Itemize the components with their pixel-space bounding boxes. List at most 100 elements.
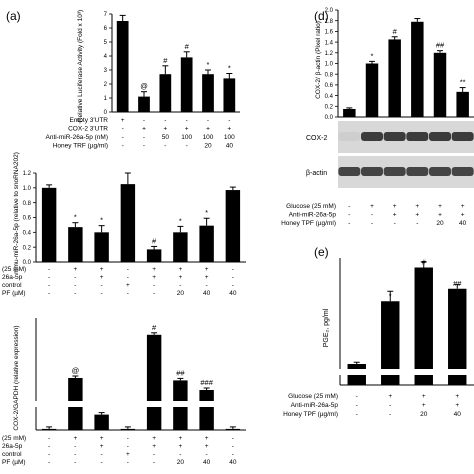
panel-b-row-label: (25 mM) — [2, 266, 26, 273]
panel-b-row-cell: + — [152, 274, 156, 281]
panel-e-row-cell: - — [389, 411, 391, 418]
panel-e-row-cell: 40 — [454, 411, 462, 418]
panel-b-row-cell: + — [73, 266, 77, 273]
panel-c-row-cell: - — [153, 451, 155, 458]
panel-a-row-cell: 100 — [203, 134, 214, 141]
panel-d-row-cell: 20 — [436, 220, 444, 227]
panel-b-bar — [199, 225, 214, 262]
panel-d-ytick-label: 1.6 — [325, 30, 334, 36]
panel-d-significance-marker: # — [393, 27, 398, 36]
panel-d-blot-band — [451, 167, 474, 176]
panel-c-row-cell: - — [74, 451, 76, 458]
panel-a-significance-marker: # — [185, 42, 190, 51]
panel-d-row-cell: + — [393, 212, 397, 219]
panel-e-row-label: Anti-miR-26a-5p — [291, 402, 339, 409]
panel-e-row-cell: - — [356, 402, 358, 409]
panel-b-row-cell: + — [152, 266, 156, 273]
panel-b-row-cell: - — [179, 282, 181, 289]
panel-b-row-cell: + — [205, 274, 209, 281]
panel-b-bar — [225, 190, 241, 262]
panel-b-significance-marker: * — [179, 216, 182, 225]
panel-c-significance-marker: ## — [176, 368, 185, 377]
panel-b-row-cell: - — [206, 282, 208, 289]
panel-a-significance-marker: # — [163, 56, 168, 65]
panel-a-row-cell: 100 — [224, 134, 235, 141]
panel-d-row-cell: - — [348, 203, 350, 210]
panel-d-ytick-label: 1.4 — [325, 40, 334, 46]
panel-e-row-cell: + — [422, 402, 426, 409]
panel-a-row-cell: - — [164, 143, 166, 150]
panel-b-row-cell: - — [48, 266, 50, 273]
panel-b-row-cell: - — [127, 274, 129, 281]
panel-d-blot-band — [338, 167, 361, 176]
panel-d-bar — [411, 21, 424, 117]
panel-d-row-cell: + — [438, 203, 442, 210]
panel-a-row-cell: - — [122, 126, 124, 133]
panel-b-row-cell: - — [127, 266, 129, 273]
panel-a-significance-marker: * — [207, 60, 210, 69]
panel-c-row-cell: - — [101, 459, 103, 466]
panel-a-row-label: Empty 3'UTR — [70, 117, 109, 124]
panel-e-bar — [448, 288, 467, 385]
panel-a-row-cell: 40 — [226, 143, 234, 150]
panel-b-significance-marker: * — [205, 208, 208, 217]
panel-c-row-cell: + — [100, 443, 104, 450]
panel-c-bar — [41, 428, 57, 430]
panel-e-row-cell: + — [388, 393, 392, 400]
panel-b-row-cell: - — [232, 274, 234, 281]
panel-a-row-cell: 50 — [162, 134, 170, 141]
panel-a-ytick-label: 6 — [104, 26, 108, 32]
panel-d-row-cell: + — [461, 203, 465, 210]
panel-d-ylabel: COX-2/ β-actin (Pixel ratio) — [315, 21, 322, 99]
panel-c-row-cell: - — [179, 451, 181, 458]
panel-d-blot-band — [361, 132, 383, 141]
panel-b-row-cell: + — [178, 274, 182, 281]
panel-b-row-cell: 40 — [203, 290, 211, 297]
panel-d-bar — [343, 108, 356, 117]
panel-e-row-cell: - — [356, 393, 358, 400]
panel-a-row-cell: - — [207, 117, 209, 124]
panel-d-row-cell: + — [461, 212, 465, 219]
panel-b-row-cell: - — [153, 282, 155, 289]
panel-b-ytick-label: 0.0 — [23, 260, 32, 266]
panel-b-ytick-label: 1.0 — [23, 186, 32, 192]
panel-b-row-label: control — [2, 282, 22, 289]
panel-a-ytick-label: 5 — [104, 40, 108, 46]
panel-d-ytick-label: 0.8 — [325, 72, 334, 78]
panel-a-row-cell: - — [164, 117, 166, 124]
panel-c-significance-marker: * — [100, 403, 103, 412]
panel-d-row-cell: - — [416, 220, 418, 227]
panel-a-ytick-label: 4 — [104, 54, 108, 60]
panel-b-row-cell: - — [48, 290, 50, 297]
panel-a-row-label: COX-2 3'UTR — [68, 126, 108, 133]
panel-d-row-cell: + — [415, 212, 419, 219]
panel-d: (d) COX-2/ β-actin (Pixel ratio) 0.0 0.2 0… — [281, 8, 474, 227]
panel-b-significance-marker: * — [100, 216, 103, 225]
panel-b-row-label: PF (µM) — [2, 290, 26, 297]
panel-d-blot-band — [429, 167, 451, 176]
panel-c-row-cell: + — [152, 443, 156, 450]
panel-b-row-cell: + — [100, 274, 104, 281]
panel-b-row-cell: - — [48, 274, 50, 281]
panel-a-row-cell: + — [121, 117, 125, 124]
panel-d-blot-band — [383, 132, 406, 141]
panel-b-bar — [120, 184, 136, 262]
panel-d-row-cell: - — [371, 220, 373, 227]
panel-c-row-cell: - — [48, 451, 50, 458]
panel-c-row-label: control — [2, 451, 22, 458]
panel-a-row-cell: - — [228, 117, 230, 124]
panel-b-row-cell: - — [101, 290, 103, 297]
panel-c-bar — [146, 334, 162, 430]
panel-a-significance-marker: @ — [140, 82, 148, 91]
panel-c-row-label: PF (µM) — [2, 459, 26, 466]
panel-c-row-cell: - — [74, 459, 76, 466]
panel-c-row-cell: - — [48, 443, 50, 450]
panel-a-row-cell: + — [185, 126, 189, 133]
panel-d-ytick-label: 0.6 — [325, 83, 334, 89]
panel-a-bar — [138, 96, 150, 112]
panel-d-blot-band — [451, 132, 474, 141]
panel-c-row-cell: + — [205, 443, 209, 450]
panel-a-bar — [116, 21, 129, 112]
panel-c-row-cell: - — [74, 443, 76, 450]
